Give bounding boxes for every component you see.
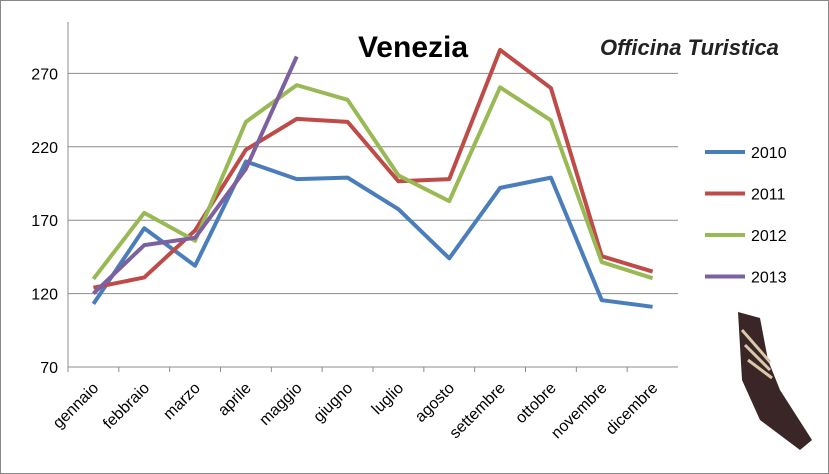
legend-label: 2011 — [751, 187, 786, 204]
y-tick-label: 270 — [31, 66, 58, 83]
chart-title: Venezia — [358, 31, 468, 64]
series-line — [92, 55, 299, 296]
legend-label: 2013 — [751, 270, 787, 287]
gondola-icon — [738, 312, 812, 450]
legend-label: 2012 — [751, 228, 787, 245]
logo: Officina Turistica — [600, 35, 779, 60]
series-line — [91, 83, 654, 281]
y-tick-label: 70 — [40, 360, 58, 377]
y-tick-label: 220 — [31, 140, 58, 157]
legend-label: 2010 — [751, 145, 787, 162]
y-tick-label: 170 — [31, 213, 58, 230]
y-tick-label: 120 — [31, 287, 58, 304]
series-line — [91, 159, 653, 309]
